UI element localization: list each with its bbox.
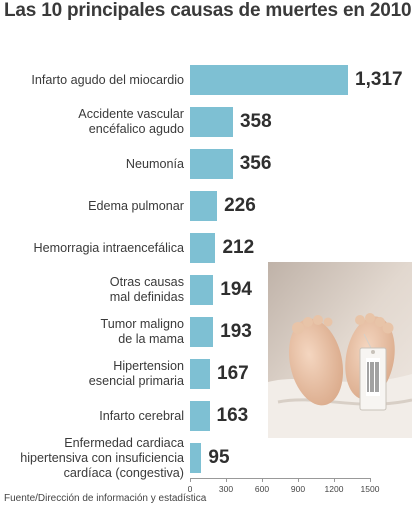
- value-label: 212: [222, 237, 255, 258]
- x-tick: [370, 478, 371, 482]
- value-label: 1,317: [355, 69, 403, 90]
- x-tick: [334, 478, 335, 482]
- value-label: 167: [217, 363, 249, 384]
- bar: [190, 149, 233, 179]
- bar: [190, 107, 233, 137]
- x-axis-line: [190, 478, 370, 479]
- category-label: Infarto agudo del miocardio: [31, 72, 184, 87]
- category-label: Infarto cerebral: [99, 408, 184, 423]
- category-label: Hemorragia intraencefálica: [33, 240, 185, 255]
- bar: [190, 317, 214, 347]
- x-tick: [262, 478, 263, 482]
- photo-illustration: [268, 262, 412, 438]
- x-tick-label: 300: [218, 484, 234, 494]
- bar: [190, 275, 214, 305]
- x-tick: [298, 478, 299, 482]
- x-tick: [226, 478, 227, 482]
- x-tick-label: 0: [187, 484, 193, 494]
- category-label: Enfermedad cardiaca hipertensiva con ins…: [20, 435, 184, 480]
- value-label: 226: [224, 195, 256, 216]
- value-label: 356: [239, 153, 272, 174]
- bar: [190, 401, 210, 431]
- category-label: Accidente vascular encéfalico agudo: [78, 107, 184, 136]
- x-tick-label: 1200: [324, 484, 344, 494]
- bar: [190, 359, 211, 389]
- x-tick-label: 900: [290, 484, 306, 494]
- category-label: Edema pulmonar: [88, 198, 184, 213]
- category-label: Neumonía: [125, 156, 184, 171]
- category-label: Otras causas mal definidas: [109, 275, 184, 304]
- bar: [190, 65, 349, 95]
- value-label: 193: [220, 321, 252, 342]
- value-label: 194: [220, 279, 252, 300]
- bar: [190, 233, 216, 263]
- chart-title: Las 10 principales causas de muertes en …: [4, 0, 412, 21]
- value-label: 95: [208, 447, 230, 468]
- x-tick: [190, 478, 191, 482]
- category-label: Hipertension esencial primaria: [88, 359, 184, 388]
- value-label: 163: [216, 405, 249, 426]
- x-tick-label: 1500: [360, 484, 380, 494]
- value-label: 358: [239, 111, 272, 132]
- bar: [190, 443, 202, 473]
- bar: [190, 191, 218, 221]
- category-label: Tumor maligno de la mama: [100, 317, 184, 346]
- photo-feet-with-toe-tag: [268, 262, 412, 438]
- x-tick-label: 600: [254, 484, 270, 494]
- source-note: Fuente/Dirección de información y estadí…: [4, 493, 207, 504]
